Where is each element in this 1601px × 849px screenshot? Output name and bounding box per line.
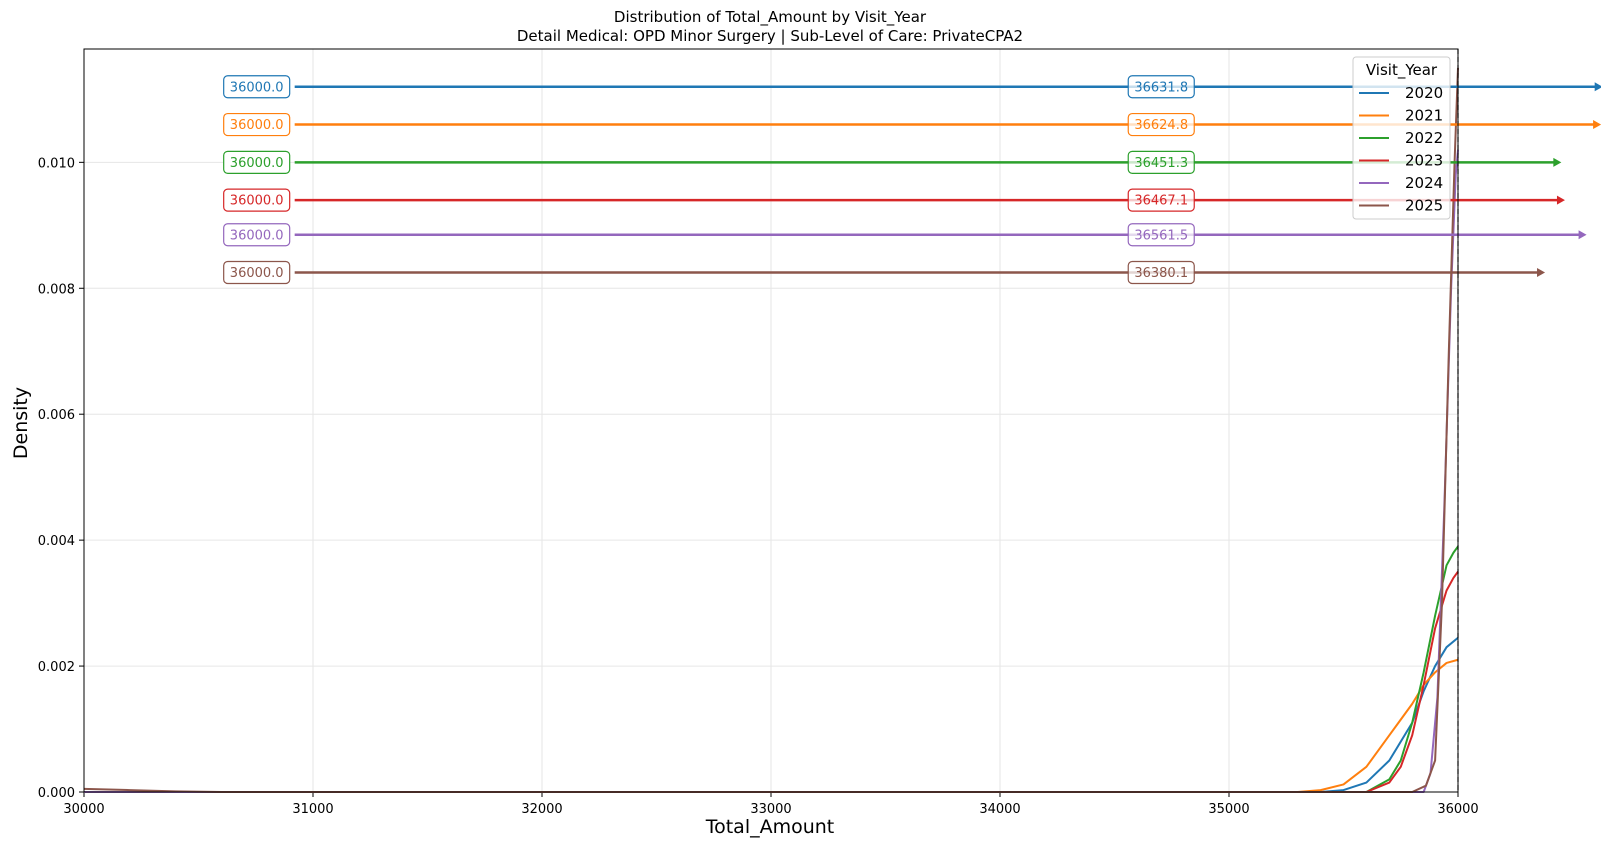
right-label-box-2022 [1127, 150, 1195, 174]
left-value-label-2023: 36000.0 [230, 194, 284, 209]
x-tick-label: 31000 [292, 802, 333, 817]
left-label-box-2020 [223, 75, 291, 99]
legend-entry-2025: 2025 [1405, 197, 1443, 215]
density-curve-2022 [84, 545, 1459, 793]
x-tick-label: 33000 [750, 802, 791, 817]
left-label-box-2022 [223, 150, 291, 174]
right-label-box-2023 [1127, 188, 1195, 212]
x-axis-label: Total_Amount [705, 816, 835, 838]
x-tick-label: 35000 [1208, 802, 1249, 817]
right-label-box-2020 [1127, 75, 1195, 99]
left-value-label-2022: 36000.0 [230, 156, 284, 171]
arrow-head-2025 [1537, 268, 1546, 278]
density-curve-2023 [84, 571, 1459, 793]
left-label-box-2024 [223, 223, 291, 247]
left-value-label-2025: 36000.0 [230, 266, 284, 281]
ticks-layer: 30000 31000 32000 33000 34000 35000 36000 0.000… [38, 156, 1479, 817]
x-tick-label: 36000 [1437, 802, 1478, 817]
arrow-head-2020 [1594, 82, 1601, 92]
legend: Visit_Year 2020 2021 2022 2023 2024 2025 [1352, 56, 1451, 220]
plot-frame [83, 48, 1459, 793]
x-tick-label: 34000 [979, 802, 1020, 817]
right-value-label-2021: 36624.8 [1134, 118, 1188, 133]
left-label-box-2025 [223, 260, 291, 285]
arrow-head-2022 [1553, 157, 1562, 167]
right-value-label-2020: 36631.8 [1134, 80, 1188, 95]
arrow-head-2024 [1578, 230, 1587, 240]
right-label-box-2025 [1127, 260, 1195, 285]
y-tick-label: 0.008 [38, 282, 75, 297]
left-value-label-2020: 36000.0 [230, 80, 284, 95]
arrow-head-2021 [1593, 120, 1601, 130]
density-curve-2025 [83, 67, 1459, 793]
x-tick-label: 30000 [63, 802, 104, 817]
legend-entry-2023: 2023 [1405, 152, 1443, 170]
y-tick-label: 0.004 [38, 534, 75, 549]
y-axis-label: Density [10, 387, 32, 459]
chart-subtitle: Detail Medical: OPD Minor Surgery | Sub-… [517, 27, 1023, 45]
right-value-label-2024: 36561.5 [1134, 228, 1188, 243]
y-tick-label: 0.010 [38, 156, 75, 171]
right-label-box-2024 [1127, 223, 1195, 247]
legend-entry-2020: 2020 [1405, 84, 1443, 102]
left-label-box-2021 [223, 112, 291, 137]
left-value-label-2021: 36000.0 [230, 118, 284, 133]
y-tick-label: 0.002 [38, 660, 75, 675]
legend-entry-2024: 2024 [1405, 174, 1443, 192]
series-layer [83, 49, 1459, 793]
right-value-label-2023: 36467.1 [1134, 194, 1188, 209]
density-curve-2024 [84, 149, 1459, 793]
y-tick-label: 0.000 [38, 786, 75, 801]
right-value-label-2022: 36451.3 [1134, 156, 1188, 171]
left-value-label-2024: 36000.0 [230, 228, 284, 243]
right-label-box-2021 [1127, 112, 1195, 137]
x-tick-label: 32000 [521, 802, 562, 817]
chart-title: Distribution of Total_Amount by Visit_Ye… [614, 8, 927, 27]
left-label-box-2023 [223, 188, 291, 212]
legend-entry-2021: 2021 [1405, 107, 1443, 125]
y-tick-label: 0.006 [38, 408, 75, 423]
annotation-layer: 36000.0 36631.8 36000.0 36624.8 36000.0 36451… [223, 75, 1601, 285]
legend-entry-2022: 2022 [1405, 129, 1443, 147]
arrow-head-2023 [1556, 195, 1565, 205]
legend-box [1352, 56, 1451, 220]
legend-title: Visit_Year [1366, 61, 1438, 80]
right-value-label-2025: 36380.1 [1134, 266, 1188, 281]
